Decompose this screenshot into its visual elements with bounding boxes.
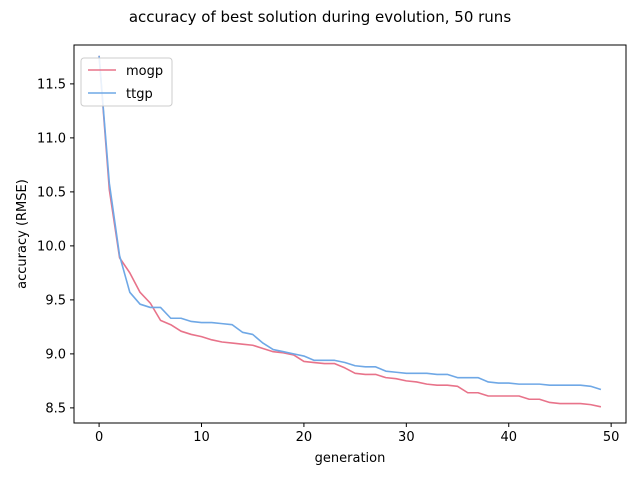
chart-title: accuracy of best solution during evoluti…	[129, 8, 511, 26]
y-tick-label: 10.5	[37, 185, 66, 200]
series-layer	[98, 55, 602, 408]
x-tick-label: 30	[398, 430, 415, 445]
x-tick-label: 50	[603, 430, 620, 445]
y-tick-label: 11.5	[37, 77, 66, 92]
y-axis-ticks: 8.5 9.0 9.5 10.0 10.5 11.0 11.5	[37, 77, 74, 416]
axes-frame	[73, 44, 627, 424]
series-line-ttgp	[98, 55, 602, 391]
x-tick-label: 0	[95, 430, 103, 445]
x-axis-ticks: 0 10 20 30 40 50	[95, 423, 619, 445]
legend-label-mogp: mogp	[126, 64, 163, 79]
y-tick-label: 10.0	[37, 239, 66, 254]
plot-area: 0 10 20 30 40 50 8.5 9.0 9.5 10.0 10.5 11.0 11.5	[37, 44, 627, 445]
y-tick-label: 9.5	[45, 293, 66, 308]
x-tick-label: 40	[500, 430, 517, 445]
series-line-mogp	[98, 55, 602, 408]
x-axis-label: generation	[315, 451, 386, 466]
x-tick-label: 20	[296, 430, 313, 445]
legend-label-ttgp: ttgp	[126, 87, 153, 102]
legend: mogp ttgp	[80, 57, 173, 107]
y-tick-label: 9.0	[45, 347, 66, 362]
y-tick-label: 11.0	[37, 131, 66, 146]
x-tick-label: 10	[193, 430, 210, 445]
y-axis-label: accuracy (RMSE)	[15, 179, 30, 289]
y-tick-label: 8.5	[45, 401, 66, 416]
